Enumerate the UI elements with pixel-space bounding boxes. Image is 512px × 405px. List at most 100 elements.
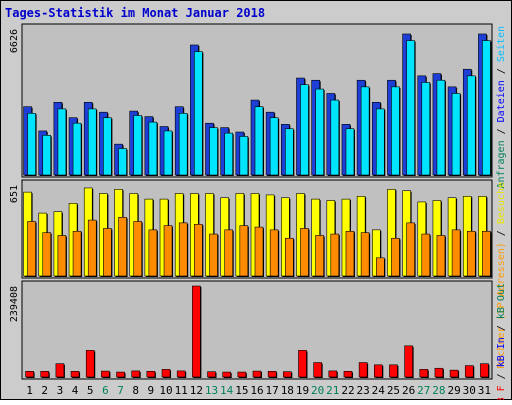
- bar-dateien-day-14: [224, 132, 233, 176]
- bar-rechner-ip-adressen--day-29: [451, 229, 461, 277]
- bar-kb-f-day-17: [267, 370, 277, 378]
- x-tick-label-28: 28: [432, 384, 445, 397]
- x-tick-label-22: 22: [341, 384, 354, 397]
- panel-kbytes-legend-item-2: kB In: [496, 337, 507, 367]
- panel-kbytes-legend: kB F / kB In / kB Out: [496, 283, 507, 400]
- bar-dateien-day-31: [482, 40, 491, 176]
- bar-kb-f-day-22: [343, 370, 353, 378]
- x-tick-label-8: 8: [132, 384, 139, 397]
- bar-rechner-ip-adressen--day-8: [133, 221, 143, 277]
- bar-kb-f-day-28: [434, 367, 444, 378]
- bar-dateien-day-11: [178, 113, 188, 176]
- bar-rechner-ip-adressen--day-19: [300, 228, 309, 277]
- panel-requests-legend: Anfragen / Dateien / Seiten: [496, 26, 507, 189]
- bar-rechner-ip-adressen--day-28: [436, 235, 446, 277]
- bar-rechner-ip-adressen--day-2: [42, 232, 52, 277]
- bar-dateien-day-28: [436, 79, 446, 176]
- bar-dateien-day-6: [103, 117, 112, 176]
- bar-dateien-day-7: [118, 148, 127, 176]
- bar-kb-f-day-21: [328, 370, 338, 378]
- bar-rechner-ip-adressen--day-14: [224, 229, 233, 277]
- bar-rechner-ip-adressen--day-9: [148, 229, 158, 277]
- bar-kb-f-day-19: [298, 350, 307, 378]
- panel-kbytes-ytick-label: 239408: [9, 286, 20, 322]
- bar-dateien-day-13: [209, 127, 218, 176]
- bar-rechner-ip-adressen--day-4: [72, 230, 82, 277]
- bar-kb-f-day-29: [449, 369, 459, 378]
- panel-kbytes: 239408 kB F / kB In / kB Out: [9, 280, 507, 405]
- bar-rechner-ip-adressen--day-25: [391, 237, 400, 277]
- bar-kb-f-day-15: [237, 371, 247, 378]
- bar-dateien-day-27: [421, 82, 431, 176]
- bar-kb-f-day-12: [192, 285, 201, 378]
- bar-dateien-day-2: [42, 135, 52, 176]
- panel-kbytes-legend-item-3: /: [496, 319, 507, 337]
- chart-title: Tages-Statistik im Monat Januar 2018: [5, 6, 265, 20]
- panel-requests-legend-item-3: /: [496, 62, 507, 80]
- panel-kbytes-background: [21, 280, 493, 380]
- panel-visits-legend-item-0: Rechner (IP-Adressen): [496, 242, 507, 368]
- bar-rechner-ip-adressen--day-7: [118, 216, 127, 277]
- bar-dateien-day-24: [375, 108, 385, 176]
- bar-dateien-day-8: [133, 115, 143, 176]
- bar-dateien-day-19: [300, 84, 309, 176]
- bar-kb-f-day-7: [116, 371, 125, 378]
- bar-kb-f-day-2: [40, 370, 50, 378]
- bar-rechner-ip-adressen--day-17: [269, 229, 279, 277]
- x-tick-label-30: 30: [463, 384, 476, 397]
- bar-dateien-day-10: [163, 130, 173, 176]
- x-tick-label-11: 11: [175, 384, 188, 397]
- series-dateien: [27, 40, 492, 177]
- bar-rechner-ip-adressen--day-11: [178, 222, 188, 277]
- bar-kb-f-day-23: [358, 362, 368, 378]
- x-tick-label-7: 7: [117, 384, 124, 397]
- x-tick-label-3: 3: [57, 384, 64, 397]
- bar-dateien-day-30: [466, 75, 476, 176]
- bar-kb-f-day-11: [176, 370, 186, 378]
- bar-kb-f-day-14: [222, 371, 231, 378]
- bar-dateien-day-20: [315, 88, 324, 176]
- bar-rechner-ip-adressen--day-15: [239, 225, 249, 277]
- x-tick-label-12: 12: [190, 384, 203, 397]
- panel-visits-legend: Rechner (IP-Adressen) / Besuche: [496, 182, 507, 369]
- panel-requests-legend-item-4: Seiten: [496, 26, 507, 62]
- x-axis-tick-labels: 1 2 3 4 5 6 7 8 9 10 11 12 13 14 15 16 17 18 19 20 21 22 23 24 2…: [26, 384, 491, 397]
- x-tick-label-27: 27: [417, 384, 430, 397]
- x-tick-label-31: 31: [478, 384, 491, 397]
- bar-kb-f-day-10: [161, 369, 171, 378]
- x-tick-label-15: 15: [235, 384, 248, 397]
- x-tick-label-20: 20: [311, 384, 324, 397]
- bar-rechner-ip-adressen--day-13: [209, 233, 218, 277]
- bar-kb-f-day-1: [25, 370, 34, 378]
- x-tick-label-13: 13: [205, 384, 218, 397]
- bar-dateien-day-21: [330, 99, 340, 176]
- bar-rechner-ip-adressen--day-21: [330, 233, 340, 277]
- x-tick-label-26: 26: [402, 384, 415, 397]
- bar-dateien-day-3: [57, 108, 67, 176]
- bar-kb-f-day-3: [55, 363, 65, 378]
- x-tick-label-24: 24: [372, 384, 386, 397]
- bar-rechner-ip-adressen--day-26: [406, 222, 415, 277]
- bar-dateien-day-26: [406, 40, 415, 176]
- x-tick-label-14: 14: [220, 384, 234, 397]
- panel-visits-ytick-label: 651: [9, 185, 20, 203]
- bar-dateien-day-16: [254, 106, 264, 176]
- bar-rechner-ip-adressen--day-18: [285, 237, 294, 277]
- bar-kb-f-day-5: [85, 350, 95, 378]
- bar-kb-f-day-4: [70, 370, 80, 378]
- x-tick-label-10: 10: [159, 384, 172, 397]
- bar-kb-f-day-31: [480, 363, 489, 378]
- bar-dateien-day-23: [360, 86, 370, 176]
- x-tick-label-29: 29: [447, 384, 460, 397]
- bar-rechner-ip-adressen--day-3: [57, 235, 67, 277]
- x-tick-label-18: 18: [281, 384, 294, 397]
- bar-kb-f-day-8: [131, 370, 141, 378]
- bar-rechner-ip-adressen--day-30: [466, 230, 476, 277]
- x-tick-label-25: 25: [387, 384, 400, 397]
- bar-dateien-day-9: [148, 121, 158, 176]
- bar-dateien-day-12: [194, 51, 203, 176]
- bar-kb-f-day-27: [419, 369, 429, 378]
- bar-dateien-day-22: [345, 128, 355, 176]
